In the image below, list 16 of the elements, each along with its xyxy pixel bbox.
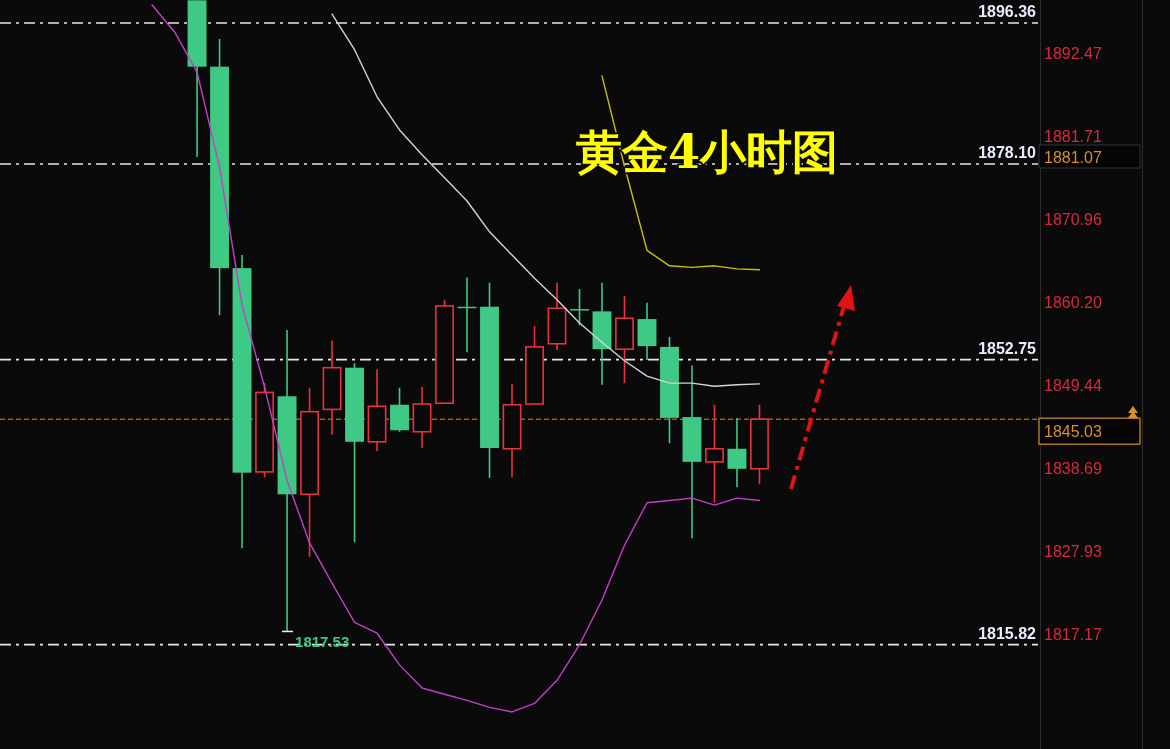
y-tick: 1881.71	[1044, 128, 1102, 146]
ref-line-label: 1852.75	[978, 339, 1037, 357]
annotation: 1817.53	[295, 633, 350, 651]
y-tick: 1838.69	[1044, 460, 1102, 478]
ref-line-label: 1878.10	[978, 143, 1037, 161]
y-tick: 1870.96	[1044, 211, 1102, 229]
y-tick: 1892.47	[1044, 45, 1102, 63]
y-tick: 1817.17	[1044, 626, 1102, 644]
y-tick: 1849.44	[1044, 377, 1102, 395]
ref-line-label: 1845.03	[1044, 423, 1102, 441]
annotation: 1881.07	[1038, 144, 1141, 169]
y-tick: 1827.93	[1044, 543, 1102, 561]
ref-line-label: 1815.82	[978, 624, 1037, 642]
ref-line-label: 1896.36	[978, 3, 1037, 20]
annotation: 1817.53	[281, 630, 350, 651]
y-tick: 1860.20	[1044, 294, 1102, 312]
